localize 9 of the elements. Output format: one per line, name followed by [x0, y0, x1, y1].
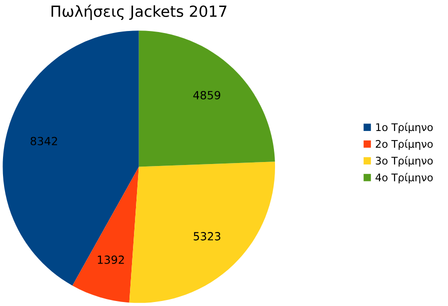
- data-label: 4859: [193, 90, 220, 100]
- legend-label: 3ο Τρίμηνο: [376, 156, 433, 167]
- legend-label: 2ο Τρίμηνο: [376, 139, 433, 150]
- legend-label: 1ο Τρίμηνο: [376, 122, 433, 134]
- data-label: 8342: [30, 136, 58, 146]
- data-label: 5323: [194, 232, 220, 240]
- legend-label: 4ο Τρίμηνο: [376, 172, 433, 184]
- data-label: 1392: [98, 256, 124, 264]
- chart-title: Πωλήσεις Jackets 2017: [52, 4, 226, 20]
